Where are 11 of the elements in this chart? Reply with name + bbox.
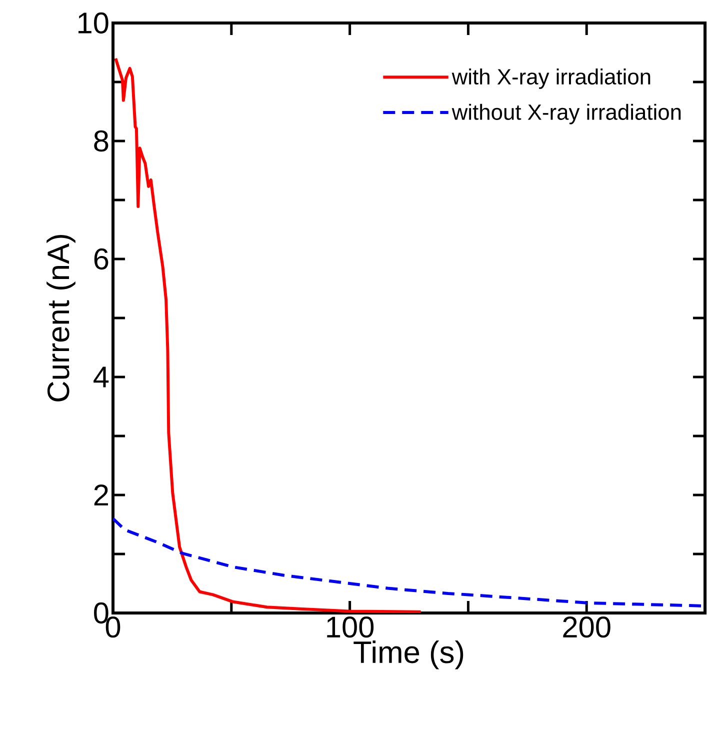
- legend-label: without X-ray irradiation: [452, 104, 681, 124]
- y-tick-label: 8: [94, 130, 108, 152]
- x-tick-label: 200: [563, 616, 610, 638]
- y-axis-title: Current (nA): [46, 234, 76, 402]
- x-axis-title: Time (s): [354, 640, 464, 670]
- y-tick-label: 4: [94, 366, 109, 388]
- y-tick-label: 6: [94, 248, 108, 270]
- y-tick-label: 2: [94, 484, 108, 506]
- x-tick-label: 100: [327, 616, 374, 638]
- legend-label: with X-ray irradiation: [452, 68, 650, 89]
- y-tick-label: 10: [78, 12, 108, 34]
